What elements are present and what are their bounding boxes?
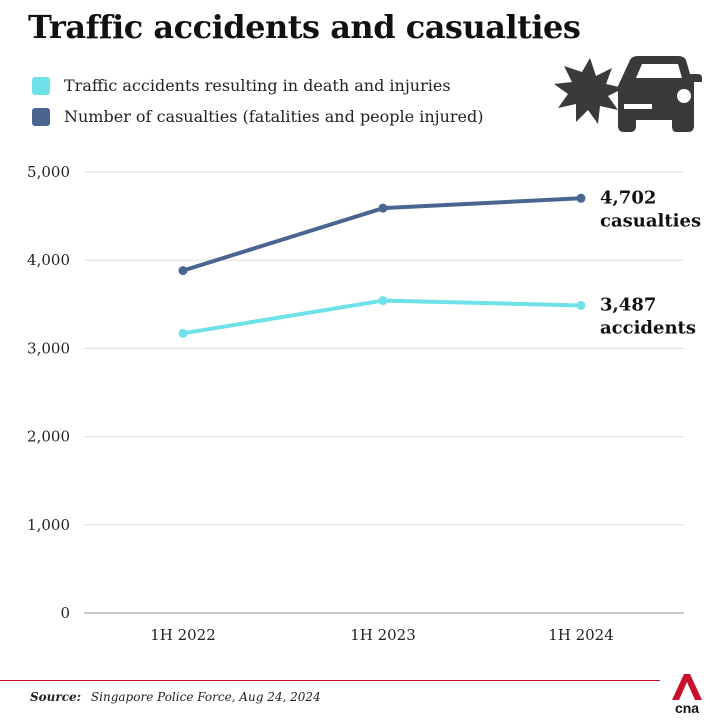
legend-label-casualties: Number of casualties (fatalities and peo… <box>64 107 484 126</box>
y-axis-ticks: 0 1,000 2,000 3,000 4,000 5,000 <box>27 163 70 622</box>
legend-swatch-casualties <box>32 107 50 126</box>
legend-swatch-accidents <box>32 76 50 95</box>
y-tick-label: 5,000 <box>27 163 70 181</box>
y-tick-label: 3,000 <box>27 339 70 357</box>
end-label-text-accidents: accidents <box>600 317 696 338</box>
data-point-accidents <box>178 328 188 338</box>
logo-text: cna <box>675 700 699 716</box>
x-tick-label: 1H 2023 <box>350 626 416 644</box>
x-tick-label: 1H 2022 <box>150 626 216 644</box>
x-tick-label: 1H 2024 <box>548 626 614 644</box>
source-text: Singapore Police Force, Aug 24, 2024 <box>90 690 321 704</box>
data-point-accidents <box>576 300 586 310</box>
series-line-accidents <box>181 298 583 336</box>
car-crash-icon <box>554 56 702 132</box>
x-axis-ticks: 1H 2022 1H 2023 1H 2024 <box>150 626 614 644</box>
y-tick-label: 2,000 <box>27 428 70 446</box>
legend-item-casualties: Number of casualties (fatalities and peo… <box>32 107 483 126</box>
end-label-value-accidents: 3,487 <box>600 294 656 315</box>
y-tick-label: 1,000 <box>27 516 70 534</box>
y-tick-label: 0 <box>60 604 70 622</box>
data-point-accidents <box>378 296 388 306</box>
series-layer <box>178 193 586 338</box>
chart-title: Traffic accidents and casualties <box>28 8 581 46</box>
source-label: Source: <box>30 690 82 704</box>
source-note: Source: Singapore Police Force, Aug 24, … <box>30 690 321 704</box>
gridlines <box>84 171 684 614</box>
legend-item-accidents: Traffic accidents resulting in death and… <box>32 76 451 95</box>
cna-logo-icon: cna <box>672 674 702 716</box>
data-point-casualties <box>178 266 188 276</box>
y-tick-label: 4,000 <box>27 251 70 269</box>
end-label-text-casualties: casualties <box>600 210 701 231</box>
data-point-casualties <box>378 203 388 213</box>
footer-divider <box>0 680 660 681</box>
end-label-value-casualties: 4,702 <box>600 187 656 208</box>
data-point-casualties <box>576 193 586 203</box>
legend-label-accidents: Traffic accidents resulting in death and… <box>64 76 451 95</box>
